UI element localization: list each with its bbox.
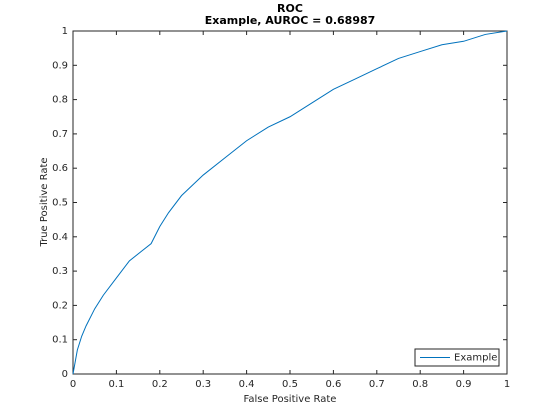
y-tick-label: 0.8 xyxy=(52,95,68,106)
x-tick-label: 0.1 xyxy=(108,379,124,390)
roc-line xyxy=(72,30,508,375)
x-tick-label: 0 xyxy=(70,379,76,390)
x-axis-label: False Positive Rate xyxy=(244,394,337,405)
chart-subtitle: Example, AUROC = 0.68987 xyxy=(205,14,376,27)
y-tick-label: 0.4 xyxy=(52,232,68,243)
y-axis-label: True Positive Rate xyxy=(39,157,50,247)
plot-area xyxy=(72,30,508,375)
y-tick-label: 0.9 xyxy=(52,60,68,71)
x-tick-label: 0.6 xyxy=(325,379,341,390)
x-tick-label: 1 xyxy=(504,379,510,390)
x-tick-label: 0.2 xyxy=(152,379,168,390)
x-tick-label: 0.5 xyxy=(282,379,298,390)
y-tick-label: 0.3 xyxy=(52,266,68,277)
legend-box xyxy=(414,348,500,367)
chart-title: ROC xyxy=(277,2,303,15)
y-tick-label: 1 xyxy=(62,26,68,37)
y-tick-label: 0.7 xyxy=(52,129,68,140)
y-tick-label: 0.1 xyxy=(52,335,68,346)
legend-label: Example xyxy=(454,353,497,364)
y-tick-label: 0.2 xyxy=(52,300,68,311)
x-tick-label: 0.3 xyxy=(195,379,211,390)
x-tick-label: 0.4 xyxy=(239,379,255,390)
y-tick-label: 0.5 xyxy=(52,198,68,209)
x-tick-label: 0.8 xyxy=(412,379,428,390)
y-tick-label: 0 xyxy=(62,369,68,380)
x-tick-label: 0.9 xyxy=(456,379,472,390)
y-tick-label: 0.6 xyxy=(52,163,68,174)
x-tick-label: 0.7 xyxy=(369,379,385,390)
